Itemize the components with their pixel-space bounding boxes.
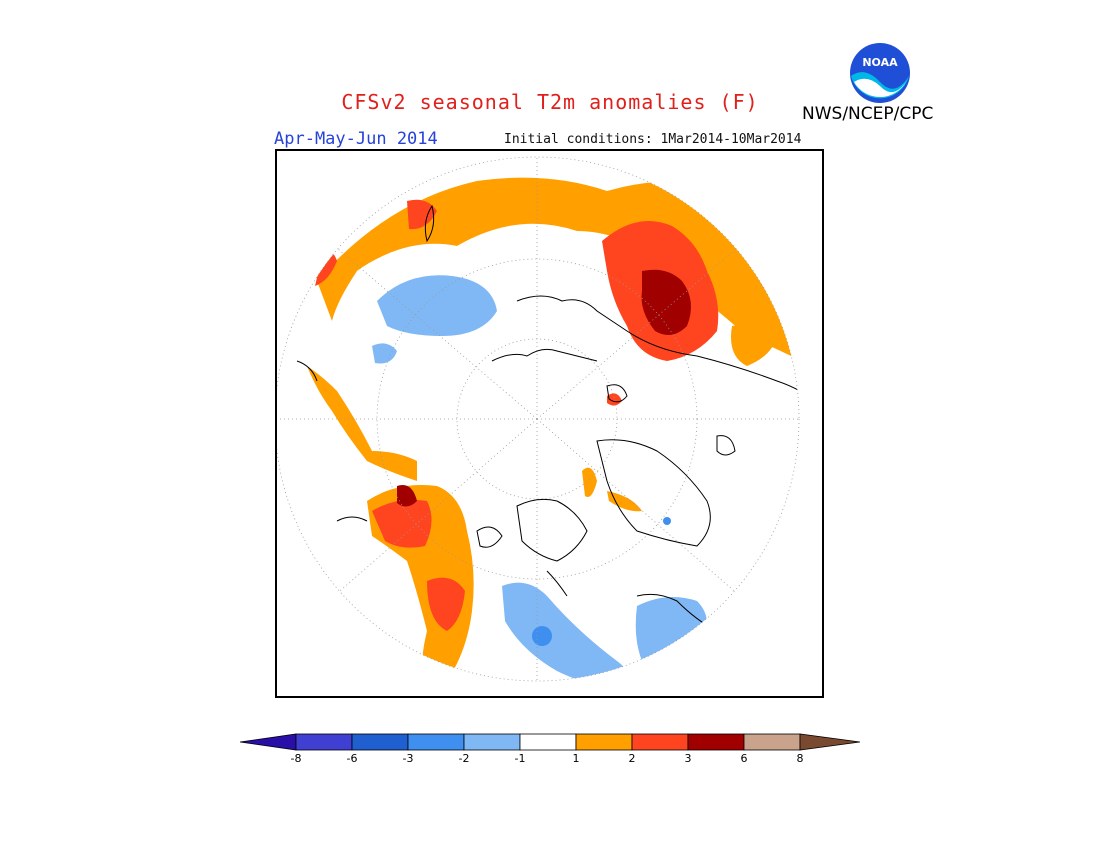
noaa-logo-icon: NOAA	[850, 43, 910, 103]
color-scale-labels: -8 -6 -3 -2 -1 1 2 3 6 8	[0, 752, 1100, 772]
colorbar-box	[463, 733, 521, 751]
colorbar-tick-label: 6	[740, 752, 748, 765]
colorbar-tick-label: 8	[796, 752, 804, 765]
colorbar-tick-label: -6	[346, 752, 358, 765]
colorbar-box	[631, 733, 689, 751]
polar-map	[277, 156, 800, 682]
colorbar-box	[743, 733, 801, 751]
colorbar-tick-label: -8	[290, 752, 302, 765]
colorbar-box	[351, 733, 409, 751]
colorbar-tick-label: 3	[684, 752, 692, 765]
colorbar-tick-label: 2	[628, 752, 636, 765]
colorbar-tick-label: -2	[458, 752, 470, 765]
colorbar-box	[687, 733, 745, 751]
agency-label: NWS/NCEP/CPC	[802, 104, 934, 124]
anomaly-region-very-hot	[641, 269, 691, 335]
colorbar-tick-label: -1	[514, 752, 526, 765]
map-panel	[275, 149, 824, 698]
colorbar-arrow-low	[240, 733, 297, 751]
colorbar-tick-label: 1	[572, 752, 580, 765]
logo-text: NOAA	[862, 56, 898, 69]
colorbar-arrow-high	[799, 733, 860, 751]
anomaly-region-canada-cool	[502, 582, 631, 681]
anomaly-region-cool	[377, 275, 497, 336]
chart-title: CFSv2 seasonal T2m anomalies (F)	[341, 90, 759, 114]
colorbar-box	[295, 733, 353, 751]
colorbar-tick-label: -3	[402, 752, 414, 765]
color-scale-bar	[240, 733, 860, 751]
colorbar-box	[519, 733, 577, 751]
season-label: Apr-May-Jun 2014	[274, 129, 438, 149]
colorbar-box	[575, 733, 633, 751]
colorbar-box	[407, 733, 465, 751]
initial-conditions-label: Initial conditions: 1Mar2014-10Mar2014	[504, 132, 802, 147]
anomaly-region-warm	[317, 177, 799, 371]
